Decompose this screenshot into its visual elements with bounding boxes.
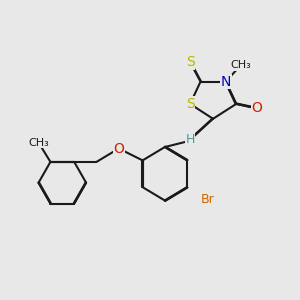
Text: O: O	[252, 101, 262, 116]
Text: O: O	[113, 142, 124, 155]
Text: N: N	[220, 75, 231, 88]
Text: CH₃: CH₃	[28, 138, 49, 148]
Text: Br: Br	[201, 193, 215, 206]
Text: CH₃: CH₃	[230, 60, 251, 70]
Text: H: H	[185, 133, 195, 146]
Text: S: S	[186, 97, 194, 111]
Text: S: S	[186, 55, 194, 69]
